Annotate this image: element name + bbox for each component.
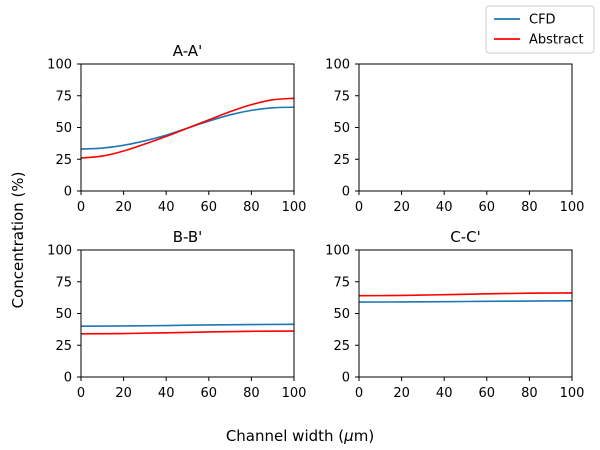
x-tick-label: 0	[77, 200, 85, 215]
panel-1: 0 20 40 60 80 100 0 25 50 75 100 A-A'	[47, 42, 306, 215]
x-tick-label: 100	[282, 386, 307, 401]
y-tick-label: 100	[47, 244, 72, 259]
x-tick-label: 40	[436, 200, 453, 215]
plot-frame	[80, 249, 295, 378]
y-tick-label: 100	[47, 58, 72, 73]
legend-box	[485, 5, 595, 54]
y-tick-label: 25	[55, 153, 72, 168]
y-tick-label: 100	[325, 58, 350, 73]
y-tick-label: 0	[64, 185, 72, 200]
series-line-cfd	[358, 300, 573, 303]
x-axis-label: Channel width (μm)	[226, 427, 374, 445]
x-tick-label: 0	[355, 386, 363, 401]
x-tick-label: 80	[243, 386, 260, 401]
y-axis-label: Concentration (%)	[9, 172, 27, 309]
x-tick-label: 80	[521, 386, 538, 401]
y-tick-label: 50	[55, 121, 72, 136]
legend-label: Abstract	[529, 33, 584, 48]
x-tick-label: 80	[521, 200, 538, 215]
x-tick-label: 60	[201, 200, 218, 215]
x-tick-label: 60	[201, 386, 218, 401]
series-line-abstract	[80, 97, 295, 159]
legend: CFD Abstract	[485, 5, 595, 54]
series-line-abstract	[358, 292, 573, 297]
plot-frame	[358, 63, 573, 192]
y-tick-label: 75	[55, 89, 72, 104]
x-tick-label: 60	[479, 386, 496, 401]
x-tick-label: 20	[393, 200, 410, 215]
legend-label: CFD	[529, 13, 556, 28]
series-line-abstract	[80, 330, 295, 335]
x-tick-label: 100	[282, 200, 307, 215]
series-line-cfd	[80, 323, 295, 327]
panel-title: B-B'	[173, 228, 203, 246]
panel-3: 0 20 40 60 80 100 0 25 50 75 100 B-B'	[47, 228, 306, 401]
x-tick-label: 100	[560, 200, 585, 215]
x-tick-label: 0	[77, 386, 85, 401]
y-tick-label: 25	[55, 339, 72, 354]
x-tick-label: 0	[355, 200, 363, 215]
y-tick-label: 25	[333, 153, 350, 168]
x-tick-label: 40	[158, 200, 175, 215]
x-tick-label: 20	[115, 386, 132, 401]
x-tick-label: 60	[479, 200, 496, 215]
y-tick-label: 75	[333, 89, 350, 104]
x-tick-label: 100	[560, 386, 585, 401]
panel-title: A-A'	[173, 42, 202, 60]
y-tick-label: 100	[325, 244, 350, 259]
y-tick-label: 75	[333, 275, 350, 290]
x-tick-label: 40	[436, 386, 453, 401]
x-tick-label: 20	[115, 200, 132, 215]
y-tick-label: 75	[55, 275, 72, 290]
panel-title: C-C'	[450, 228, 480, 246]
y-tick-label: 0	[342, 185, 350, 200]
y-tick-label: 0	[342, 371, 350, 386]
y-tick-label: 50	[333, 121, 350, 136]
x-tick-label: 40	[158, 386, 175, 401]
x-tick-label: 20	[393, 386, 410, 401]
plot-frame	[358, 249, 573, 378]
panel-4: 0 20 40 60 80 100 0 25 50 75 100 C-C'	[325, 228, 584, 401]
y-tick-label: 50	[333, 307, 350, 322]
y-tick-label: 25	[333, 339, 350, 354]
y-tick-label: 50	[55, 307, 72, 322]
y-tick-label: 0	[64, 371, 72, 386]
x-tick-label: 80	[243, 200, 260, 215]
panel-2: 0 20 40 60 80 100 0 25 50 75 100	[325, 58, 584, 216]
